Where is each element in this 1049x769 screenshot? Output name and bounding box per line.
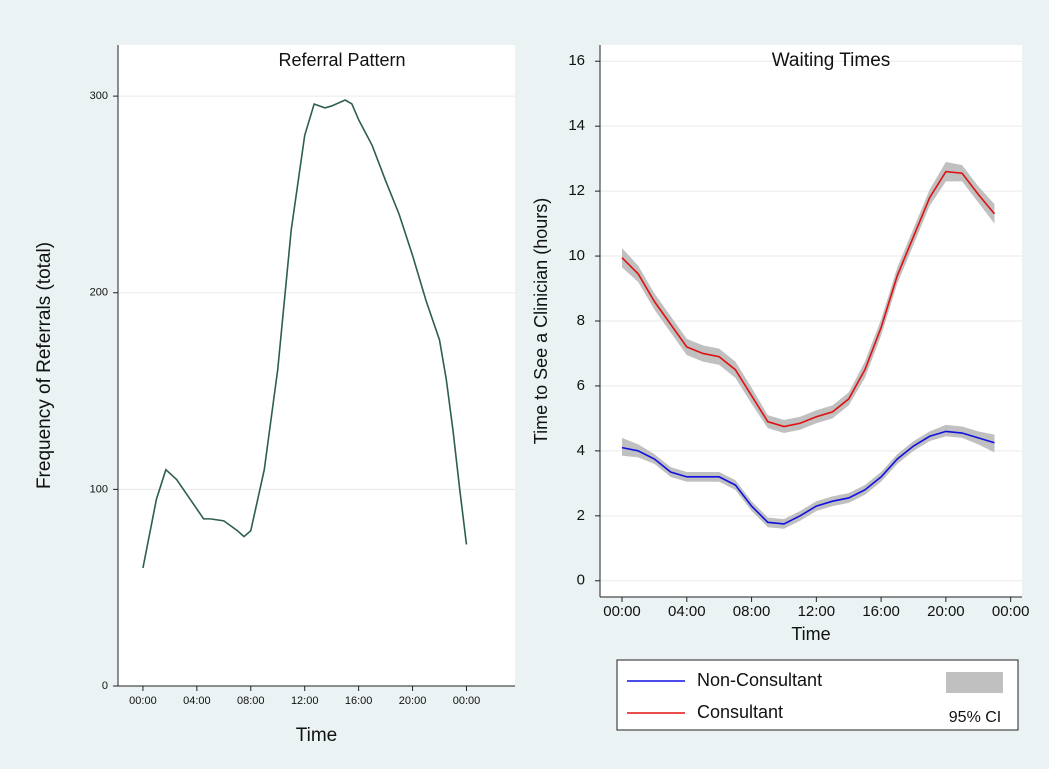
y-tick-label: 6	[577, 377, 585, 394]
x-tick-label: 00:00	[992, 603, 1030, 620]
y-tick-label: 2	[577, 507, 585, 524]
legend-label: 95% CI	[949, 709, 1001, 726]
y-tick-label: 100	[90, 483, 108, 495]
y-tick-label: 14	[568, 117, 585, 134]
line	[621, 170, 996, 428]
y-tick-label: 12	[568, 182, 585, 199]
y-axis-label: Frequency of Referrals (total)	[34, 242, 55, 489]
legend-box	[616, 659, 1019, 731]
x-tick-label: 04:00	[183, 695, 211, 707]
x-tick-label: 12:00	[798, 603, 836, 620]
x-tick-label: 20:00	[927, 603, 965, 620]
x-tick-label: 00:00	[453, 695, 481, 707]
line	[142, 99, 468, 569]
y-tick-label: 0	[102, 680, 108, 692]
x-tick-label: 20:00	[399, 695, 427, 707]
x-tick-label: 00:00	[603, 603, 641, 620]
y-tick-label: 16	[568, 52, 585, 69]
x-axis-label: Time	[296, 725, 338, 746]
y-tick-label: 0	[577, 572, 585, 589]
legend-swatch	[946, 672, 1003, 693]
x-tick-label: 12:00	[291, 695, 319, 707]
legend-label: Consultant	[697, 702, 783, 722]
x-tick-label: 08:00	[237, 695, 265, 707]
chart-title: Waiting Times	[772, 50, 891, 71]
legend-label: Non-Consultant	[697, 670, 822, 690]
y-tick-label: 4	[577, 442, 585, 459]
line	[621, 430, 995, 525]
chart-title: Referral Pattern	[278, 50, 405, 70]
y-tick-label: 300	[90, 90, 108, 102]
x-tick-label: 08:00	[733, 603, 771, 620]
x-tick-label: 16:00	[345, 695, 373, 707]
x-tick-label: 00:00	[129, 695, 157, 707]
y-tick-label: 8	[577, 312, 585, 329]
x-tick-label: 16:00	[862, 603, 900, 620]
y-tick-label: 200	[90, 287, 108, 299]
y-tick-label: 10	[568, 247, 585, 264]
x-axis-label: Time	[791, 624, 830, 644]
plot-area	[118, 45, 515, 686]
x-tick-label: 04:00	[668, 603, 706, 620]
y-axis-label: Time to See a Clinician (hours)	[531, 198, 551, 444]
